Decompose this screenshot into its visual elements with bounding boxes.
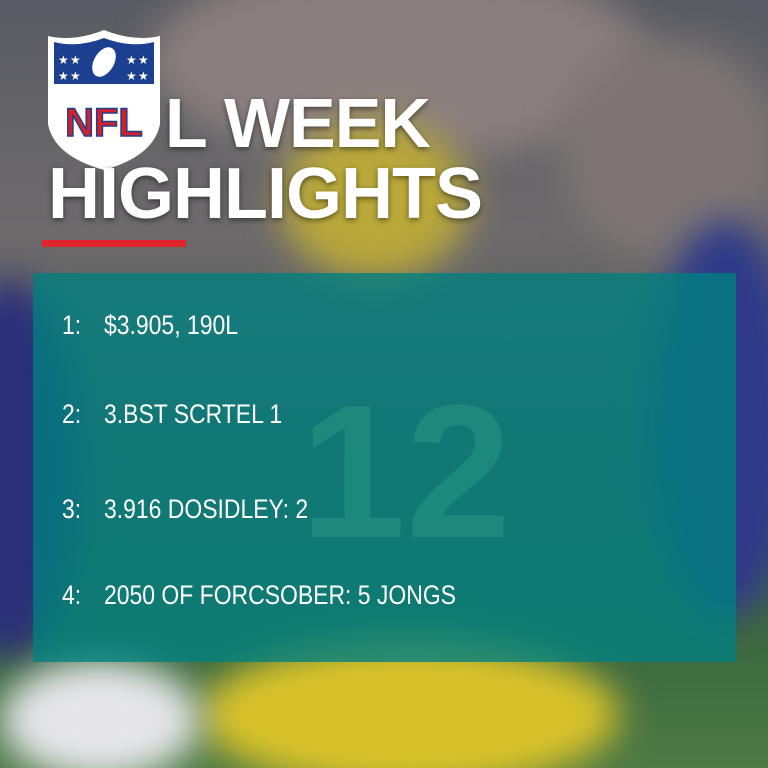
star: ★ [70,53,81,67]
star: ★ [138,69,149,83]
title-underline [42,240,186,247]
star: ★ [70,69,81,83]
item-text: 2050 OF FORCSOBER: 5 JONGS [104,580,457,610]
stars: ★ ★ ★ ★ ★ ★ ★ ★ [58,53,149,83]
highlight-item: 4: 2050 OF FORCSOBER: 5 JONGS [0,580,768,616]
item-number: 3: [62,494,82,524]
star: ★ [58,53,69,67]
highlight-item: 3: 3.916 DOSIDLEY: 2 [0,494,768,530]
star: ★ [58,69,69,83]
item-number: 4: [62,580,82,610]
logo-text: NFL [65,101,143,145]
nfl-logo: ★ ★ ★ ★ ★ ★ ★ ★ NFL [48,30,160,170]
star: ★ [126,69,137,83]
item-number: 1: [62,310,82,340]
helmet [280,120,470,280]
highlights-panel: 12 [33,273,736,662]
item-text: $3.905, 190L [104,310,239,340]
football [92,47,116,77]
highlight-item: 1: $3.905, 190L [0,310,768,346]
jersey-number: 12 [300,366,512,578]
star: ★ [138,53,149,67]
title-line: HIGHLIGHTS [48,154,483,234]
item-text: 3.916 DOSIDLEY: 2 [104,494,309,524]
title-line: L WEEK [165,84,431,162]
item-number: 2: [62,399,82,429]
item-text: 3.BST SCRTEL 1 [104,399,283,429]
star: ★ [126,53,137,67]
highlight-item: 2: 3.BST SCRTEL 1 [0,399,768,435]
player-left-pants [0,660,200,768]
